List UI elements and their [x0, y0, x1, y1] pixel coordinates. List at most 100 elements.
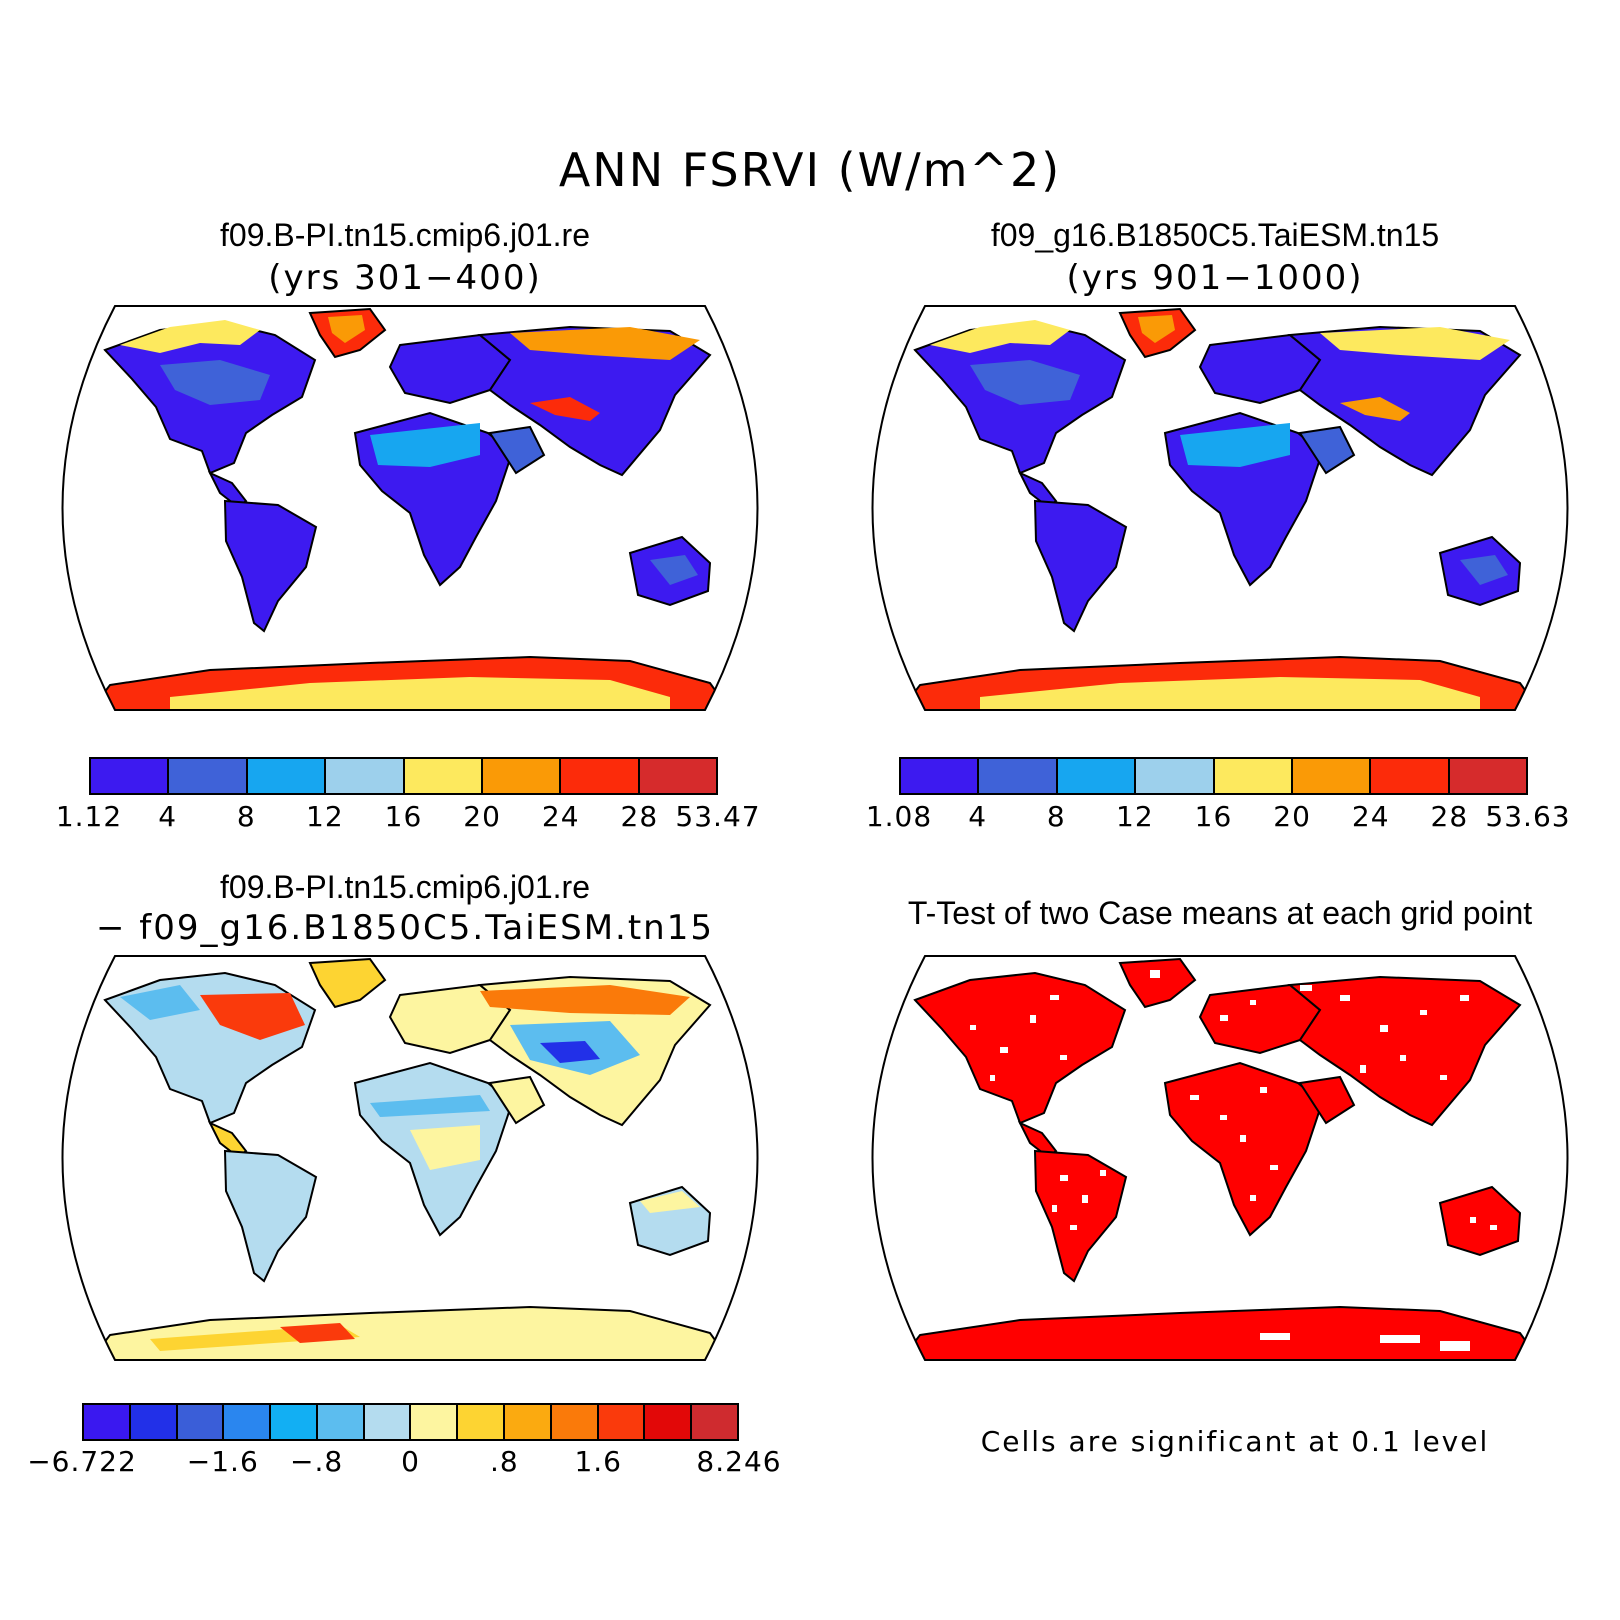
colorbar-segment [1214, 759, 1293, 793]
colorbar-label: −1.6 [186, 1445, 259, 1478]
colorbar-label: 12 [1116, 800, 1154, 833]
south-america-region [1033, 1149, 1128, 1283]
case1-title: f09.B-PI.tn15.cmip6.j01.re [220, 217, 590, 253]
colorbar-label: 16 [384, 800, 423, 833]
siberia-anomaly [480, 985, 690, 1015]
central-africa-anomaly [410, 1125, 480, 1170]
south-america-region [223, 1149, 318, 1283]
colorbar-segment [1136, 759, 1215, 793]
colorbar-segment [130, 1405, 178, 1439]
sahel-anomaly [370, 1095, 490, 1117]
colorbar-label: 28 [620, 800, 659, 833]
antarctica-region [897, 1305, 1542, 1360]
sahara-region [1180, 423, 1290, 467]
colorbar-label: 4 [968, 800, 988, 833]
colorbar-segment [901, 759, 980, 793]
case2-subtitle: (yrs 901−1000) [1066, 258, 1364, 298]
canada-anomaly [200, 993, 305, 1040]
colorbar-segment [404, 759, 483, 793]
australia-north-anomaly [640, 1191, 700, 1213]
case1-colorbar-labels: 1.12 4 8 12 16 20 24 28 53.47 [56, 800, 760, 840]
colorbar-label: 8 [1046, 800, 1066, 833]
case2-map [871, 305, 1569, 711]
alaska-anomaly [120, 985, 200, 1020]
colorbar-label: 53.47 [675, 800, 761, 833]
greenland-core [1138, 315, 1175, 343]
colorbar-segment [317, 1405, 365, 1439]
arabia-region [1298, 425, 1356, 475]
colorbar-label: 8 [236, 800, 256, 833]
colorbar-label: 12 [306, 800, 344, 833]
figure-title: ANN FSRVI (W/m^2) [558, 143, 1062, 197]
case2-colorbar [899, 757, 1528, 795]
colorbar-segment [1449, 759, 1526, 793]
colorbar-label: 53.63 [1485, 800, 1571, 833]
colorbar-segment [692, 1405, 737, 1439]
diff-title: f09.B-PI.tn15.cmip6.j01.re [220, 869, 590, 905]
colorbar-label: −.8 [290, 1445, 344, 1478]
canada-shield [160, 360, 270, 405]
case2-title: f09_g16.B1850C5.TaiESM.tn15 [990, 217, 1440, 253]
case1-map [61, 305, 759, 711]
colorbar-segment [551, 1405, 599, 1439]
colorbar-segment [561, 759, 640, 793]
arabia-region [1298, 1075, 1356, 1125]
greenland-region [1118, 957, 1197, 1009]
colorbar-segment [177, 1405, 225, 1439]
colorbar-segment [224, 1405, 272, 1439]
colorbar-label: 20 [463, 800, 501, 833]
colorbar-label: 4 [158, 800, 178, 833]
arabia-region [488, 1075, 546, 1125]
asia-region [1287, 975, 1522, 1127]
colorbar-label: .8 [489, 1445, 519, 1478]
ttest-map [871, 955, 1569, 1361]
colorbar-label: 1.08 [865, 800, 933, 833]
greenland-region [308, 957, 387, 1009]
colorbar-segment [1371, 759, 1450, 793]
colorbar-segment [1057, 759, 1137, 793]
colorbar-segment [364, 1405, 412, 1439]
colorbar-label: 0 [401, 1445, 420, 1478]
antarctica-interior [980, 677, 1480, 710]
tibet-plateau [530, 397, 600, 421]
colorbar-label: 20 [1273, 800, 1311, 833]
africa-region [1163, 1061, 1324, 1237]
north-america-region [913, 971, 1127, 1125]
asia-region [1287, 325, 1522, 477]
colorbar-segment [169, 759, 248, 793]
tibet-plateau [1340, 397, 1410, 421]
australia-interior [1460, 555, 1508, 585]
colorbar-label: 24 [541, 800, 580, 833]
asia-region [477, 325, 712, 477]
colorbar-segment [91, 759, 170, 793]
case1-subtitle: (yrs 301−400) [268, 258, 542, 298]
south-america-region [1033, 499, 1128, 633]
australia-region [1438, 1185, 1522, 1257]
colorbar-segment [639, 759, 716, 793]
colorbar-segment [482, 759, 562, 793]
case1-colorbar [89, 757, 718, 795]
australia-interior [650, 555, 698, 585]
colorbar-segment [645, 1405, 693, 1439]
antarctica-interior [170, 677, 670, 710]
colorbar-segment [326, 759, 405, 793]
diff-map [61, 955, 759, 1361]
colorbar-label: 16 [1194, 800, 1233, 833]
antarctica-region [87, 1305, 732, 1360]
colorbar-segment [598, 1405, 646, 1439]
ttest-note: Cells are significant at 0.1 level [980, 1425, 1490, 1458]
ttest-title: T-Test of two Case means at each grid po… [907, 895, 1533, 931]
siberia-arctic [510, 327, 700, 360]
colorbar-label: 8.246 [696, 1445, 782, 1478]
siberia-arctic [1320, 327, 1510, 360]
antarctica-red-anomaly [280, 1323, 355, 1343]
colorbar-label: 28 [1430, 800, 1469, 833]
colorbar-label: 1.12 [55, 800, 123, 833]
tibet-anomaly [540, 1041, 600, 1063]
colorbar-label: 24 [1351, 800, 1390, 833]
colorbar-label: −6.722 [27, 1445, 137, 1478]
diff-colorbar [82, 1403, 739, 1441]
north-america-arctic [930, 320, 1070, 353]
greenland-core [328, 315, 365, 343]
colorbar-segment [1292, 759, 1372, 793]
